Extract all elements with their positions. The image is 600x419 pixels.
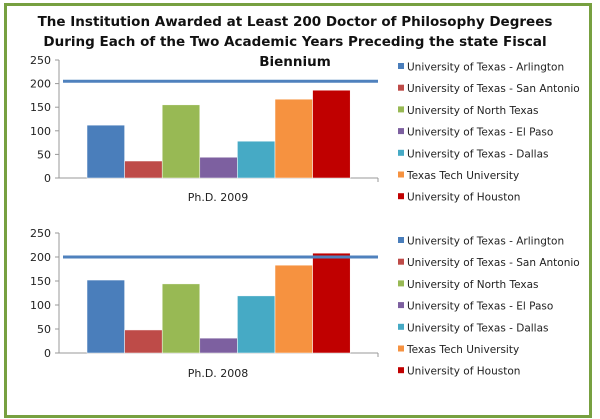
legend-swatch bbox=[398, 128, 404, 135]
legend-label: Texas Tech University bbox=[406, 170, 519, 182]
legend-label: University of Texas - Dallas bbox=[407, 322, 549, 334]
bar-texas-tech-university bbox=[274, 98, 313, 179]
y-tick-label: 150 bbox=[30, 101, 51, 114]
y-tick-label: 250 bbox=[30, 227, 51, 240]
legend-swatch bbox=[398, 63, 404, 69]
y-tick-label: 50 bbox=[37, 148, 51, 161]
legend-swatch bbox=[398, 367, 404, 374]
legend-label: University of Houston bbox=[407, 366, 520, 378]
legend-swatch bbox=[398, 345, 404, 352]
y-tick-label: 100 bbox=[30, 125, 51, 138]
legend-swatch bbox=[398, 106, 404, 113]
chart-1: 0 50 100 150 200 250 University of Texas - Arl… bbox=[30, 227, 580, 380]
legend-swatch bbox=[398, 149, 404, 156]
legend-label: University of Texas - El Paso bbox=[407, 127, 553, 139]
legend-swatch bbox=[398, 237, 404, 243]
legend-swatch bbox=[398, 193, 404, 200]
legend-label: University of Texas - Dallas bbox=[407, 148, 549, 160]
bar-university-of-texas-dallas bbox=[237, 295, 276, 354]
y-tick-label: 50 bbox=[37, 323, 51, 336]
category-label: Ph.D. 2008 bbox=[188, 367, 249, 380]
legend-swatch bbox=[398, 171, 404, 178]
bar-university-of-texas-arlington bbox=[86, 279, 125, 354]
chart-title: The Institution Awarded at Least 200 Doc… bbox=[37, 14, 553, 70]
bar-university-of-houston bbox=[312, 252, 351, 354]
figure-border bbox=[4, 3, 592, 418]
legend-label: University of Texas - Arlington bbox=[407, 62, 564, 74]
y-tick-label: 100 bbox=[30, 299, 51, 312]
y-tick-label: 200 bbox=[30, 78, 51, 91]
legend-label: University of Texas - San Antonio bbox=[407, 257, 580, 269]
legend-label: University of Texas - El Paso bbox=[407, 301, 553, 313]
bar-university-of-north-texas bbox=[161, 283, 201, 354]
category-label: Ph.D. 2009 bbox=[188, 191, 249, 204]
bar-university-of-texas-san-antonio bbox=[124, 329, 163, 354]
bar-university-of-texas-el-paso bbox=[199, 156, 238, 179]
bar-texas-tech-university bbox=[274, 264, 313, 354]
y-tick-label: 0 bbox=[44, 172, 51, 185]
legend-swatch bbox=[398, 302, 404, 309]
legend-swatch bbox=[398, 84, 404, 91]
legend-label: University of North Texas bbox=[407, 279, 539, 291]
legend-label: University of Texas - San Antonio bbox=[407, 83, 580, 95]
chart-0: 0 50 100 150 200 250 University of Texas - Arl… bbox=[30, 54, 580, 204]
legend-label: University of Texas - Arlington bbox=[407, 236, 564, 248]
legend-swatch bbox=[398, 258, 404, 265]
bar-university-of-texas-dallas bbox=[237, 140, 276, 179]
legend-label: Texas Tech University bbox=[406, 344, 519, 356]
legend-swatch bbox=[398, 280, 404, 287]
y-tick-label: 150 bbox=[30, 275, 51, 288]
legend-swatch bbox=[398, 323, 404, 330]
bar-university-of-houston bbox=[312, 89, 351, 179]
bar-university-of-texas-el-paso bbox=[199, 337, 238, 354]
bar-university-of-texas-arlington bbox=[86, 124, 125, 179]
bar-university-of-north-texas bbox=[161, 104, 201, 179]
y-tick-label: 250 bbox=[30, 54, 51, 67]
y-tick-label: 0 bbox=[44, 347, 51, 360]
y-tick-label: 200 bbox=[30, 251, 51, 264]
bar-university-of-texas-san-antonio bbox=[124, 160, 163, 179]
legend-label: University of Houston bbox=[407, 192, 520, 204]
legend-label: University of North Texas bbox=[407, 105, 539, 117]
